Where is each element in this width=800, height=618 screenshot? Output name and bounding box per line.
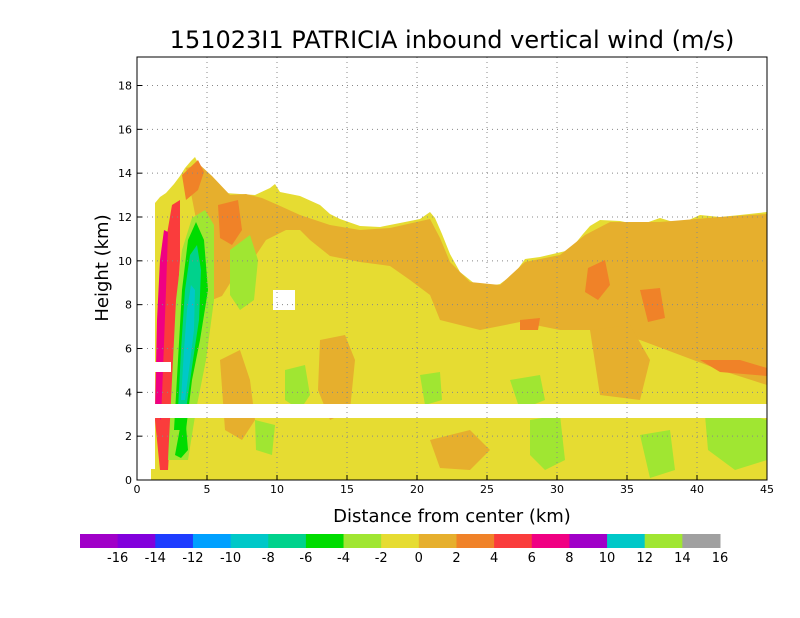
y-axis-label: Height (km) bbox=[92, 214, 113, 321]
colorbar-label: 16 bbox=[712, 551, 729, 566]
colorbar-label: 12 bbox=[636, 551, 653, 566]
colorbar-label: -8 bbox=[262, 551, 275, 566]
colorbar-label: 10 bbox=[599, 551, 616, 566]
y-tick-label: 16 bbox=[118, 123, 132, 136]
colorbar-swatch bbox=[230, 534, 269, 548]
x-tick-label: 25 bbox=[480, 483, 494, 496]
x-tick-label: 5 bbox=[204, 483, 211, 496]
orange-region bbox=[430, 430, 490, 470]
y-tick-label: 14 bbox=[118, 167, 132, 180]
colorbar-swatch bbox=[456, 534, 495, 548]
colorbar-swatch bbox=[117, 534, 156, 548]
y-tick-label: 6 bbox=[125, 342, 132, 355]
x-tick-label: 0 bbox=[134, 483, 141, 496]
cyan-core bbox=[181, 285, 195, 400]
colorbar-swatch bbox=[155, 534, 194, 548]
colorbar-label: -16 bbox=[107, 551, 128, 566]
x-tick-label: 15 bbox=[340, 483, 354, 496]
grid-lines bbox=[137, 57, 767, 480]
y-tick-label: 2 bbox=[125, 430, 132, 443]
colorbar-swatch bbox=[531, 534, 570, 548]
colorbar-label: -12 bbox=[182, 551, 203, 566]
missing-hole bbox=[273, 290, 295, 310]
missing-band bbox=[137, 404, 767, 418]
colorbar-label: 14 bbox=[674, 551, 691, 566]
y-tick-label: 0 bbox=[125, 474, 132, 487]
y-tick-label: 10 bbox=[118, 255, 132, 268]
data-field bbox=[137, 157, 767, 480]
colorbar: -16 -14 -12 -10 -8 -6 -4 -2 0 2 4 6 8 10 12 14 16 bbox=[80, 534, 728, 566]
colorbar-swatch bbox=[80, 534, 119, 548]
colorbar-label: 6 bbox=[528, 551, 536, 566]
x-tick-label: 40 bbox=[690, 483, 704, 496]
light-green-patch bbox=[640, 430, 675, 478]
x-tick-label: 35 bbox=[620, 483, 634, 496]
colorbar-label: -14 bbox=[145, 551, 166, 566]
colorbar-swatch bbox=[607, 534, 646, 548]
x-tick-label: 30 bbox=[550, 483, 564, 496]
y-axis: 0 2 4 6 8 10 12 14 16 18 bbox=[118, 79, 142, 487]
dark-orange-patch bbox=[585, 260, 610, 300]
dark-orange-patch bbox=[700, 360, 767, 376]
light-green-patch bbox=[255, 420, 275, 455]
colorbar-swatch bbox=[192, 534, 232, 548]
orange-region bbox=[318, 335, 355, 420]
colorbar-label: -6 bbox=[299, 551, 312, 566]
x-tick-label: 10 bbox=[270, 483, 284, 496]
colorbar-label: 0 bbox=[415, 551, 423, 566]
magenta-strip bbox=[155, 230, 168, 420]
colorbar-swatch bbox=[418, 534, 457, 548]
colorbar-swatch bbox=[343, 534, 382, 548]
dark-orange-patch bbox=[520, 318, 540, 330]
light-green-patch bbox=[285, 365, 310, 410]
colorbar-swatch bbox=[268, 534, 307, 548]
x-axis-label: Distance from center (km) bbox=[333, 506, 571, 527]
y-tick-label: 8 bbox=[125, 299, 132, 312]
colorbar-label: -2 bbox=[375, 551, 388, 566]
colorbar-swatch bbox=[305, 534, 345, 548]
colorbar-swatch bbox=[644, 534, 683, 548]
light-green-patch bbox=[530, 415, 565, 470]
colorbar-swatch bbox=[682, 534, 721, 548]
x-axis: 0 5 10 15 20 25 30 35 40 45 bbox=[134, 475, 774, 496]
light-green-patch bbox=[420, 372, 442, 405]
colorbar-label: -10 bbox=[220, 551, 241, 566]
colorbar-label: 8 bbox=[565, 551, 573, 566]
x-tick-label: 20 bbox=[410, 483, 424, 496]
missing-gap bbox=[137, 362, 171, 372]
colorbar-label: 2 bbox=[452, 551, 460, 566]
colorbar-swatch bbox=[494, 534, 533, 548]
colorbar-label: 4 bbox=[490, 551, 498, 566]
y-tick-label: 4 bbox=[125, 386, 132, 399]
colorbar-swatch bbox=[381, 534, 420, 548]
green-core-low bbox=[175, 426, 188, 458]
y-tick-label: 18 bbox=[118, 79, 132, 92]
y-tick-label: 12 bbox=[118, 211, 132, 224]
light-green-patch bbox=[705, 412, 767, 470]
dark-orange-patch bbox=[218, 200, 242, 245]
orange-region bbox=[590, 325, 650, 400]
dark-orange-patch bbox=[182, 160, 204, 200]
light-green-patch bbox=[230, 235, 258, 310]
plot-frame bbox=[136, 56, 768, 481]
colorbar-label: -4 bbox=[337, 551, 350, 566]
x-tick-label: 45 bbox=[760, 483, 774, 496]
colorbar-swatch bbox=[569, 534, 608, 548]
missing-gap bbox=[137, 425, 155, 437]
chart-title: 151023I1 PATRICIA inbound vertical wind … bbox=[170, 26, 735, 54]
